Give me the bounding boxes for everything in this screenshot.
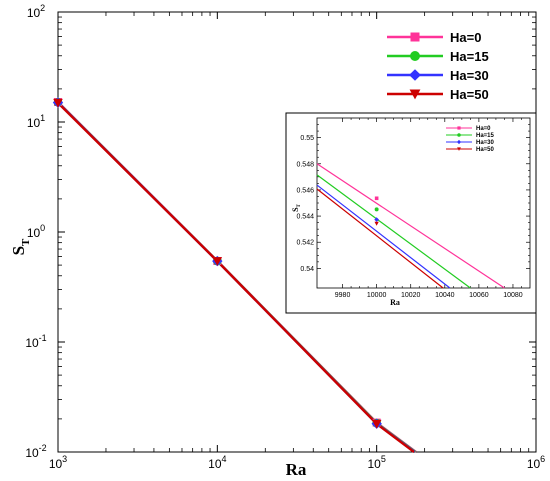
y-tick-label: 10-2 <box>25 443 46 460</box>
y-axis-title: ST <box>9 238 32 255</box>
inset-series <box>316 163 505 289</box>
inset-chart: 9980 10000 10020 10040 10060 10080 0.54 0.542 0.… <box>285 112 537 314</box>
inset-x-tick-label: 10040 <box>435 292 455 299</box>
legend-label: Ha=50 <box>450 87 489 102</box>
inset-ticks: 9980 10000 10020 10040 10060 10080 0.54 0.542 0.… <box>296 118 530 299</box>
inset-series-line-Ha=30 <box>316 184 451 289</box>
legend-label: Ha=0 <box>450 30 481 45</box>
inset-legend-label: Ha=0 <box>476 126 491 132</box>
legend-marker-Ha=50 <box>409 89 421 100</box>
inset-y-tick-label: 0.542 <box>296 240 314 247</box>
series-marker-Ha=50 <box>371 419 382 429</box>
legend-marker-Ha=15 <box>410 51 420 61</box>
main-series <box>52 97 417 453</box>
y-tick-label: 100 <box>27 223 45 240</box>
x-axis-title: Ra <box>286 460 307 479</box>
y-axis-title-subscript: T <box>20 238 32 246</box>
series-marker-Ha=50 <box>53 98 63 108</box>
inset-y-tick-label: 0.55 <box>300 135 314 142</box>
legend-marker-Ha=0 <box>410 32 420 42</box>
inset-x-tick-label: 9980 <box>335 292 351 299</box>
inset-y-axis-title-subscript: T <box>297 203 302 207</box>
inset-x-tick-label: 10080 <box>503 292 523 299</box>
inset-x-axis-title: Ra <box>390 298 400 307</box>
inset-series-line-Ha=0 <box>316 163 505 289</box>
series-marker-Ha=50 <box>212 257 223 266</box>
x-tick-label: 103 <box>49 454 67 471</box>
main-legend: Ha=0 Ha=15 Ha=30 Ha=50 <box>387 30 489 102</box>
inset-legend-marker-Ha=30 <box>456 139 462 145</box>
inset-y-axis-title: ST <box>291 203 302 211</box>
inset-plot-area <box>316 117 531 289</box>
series-line-Ha=50 <box>57 102 415 453</box>
inset-series-marker-Ha=0 <box>374 196 379 201</box>
inset-x-tick-label: 10060 <box>469 292 489 299</box>
inset-legend-marker-Ha=50 <box>457 147 461 151</box>
inset-series-marker-Ha=50 <box>374 221 379 226</box>
inset-legend-marker-Ha=15 <box>457 133 461 137</box>
inset-y-tick-label: 0.54 <box>300 266 314 273</box>
inset-series-marker-Ha=30 <box>374 217 379 222</box>
inset-series-line-Ha=50 <box>316 188 444 289</box>
y-tick-label: 101 <box>27 113 45 130</box>
inset-x-tick-label: 10000 <box>367 292 387 299</box>
legend-label: Ha=30 <box>450 68 489 83</box>
inset-y-tick-label: 0.546 <box>296 187 314 194</box>
inset-y-tick-label: 0.544 <box>296 214 314 221</box>
inset-x-tick-label: 10020 <box>401 292 421 299</box>
x-tick-label: 106 <box>527 454 545 471</box>
inset-series-marker-Ha=15 <box>374 207 379 212</box>
inset-legend-marker-Ha=0 <box>457 126 461 130</box>
x-tick-label: 105 <box>367 454 385 471</box>
inset-series-line-Ha=15 <box>316 174 471 289</box>
main-ticks: 103 104 105 106 10-2 10-1 100 101 102 <box>25 3 545 471</box>
inset-legend-label: Ha=15 <box>476 133 495 139</box>
y-tick-label: 10-1 <box>25 333 46 350</box>
legend-marker-Ha=30 <box>409 69 421 81</box>
inset-y-tick-label: 0.548 <box>296 161 314 168</box>
inset-legend-label: Ha=30 <box>476 140 495 146</box>
y-tick-label: 102 <box>27 3 45 20</box>
inset-legend-label: Ha=50 <box>476 147 495 153</box>
legend-label: Ha=15 <box>450 49 489 64</box>
x-tick-label: 104 <box>208 454 226 471</box>
